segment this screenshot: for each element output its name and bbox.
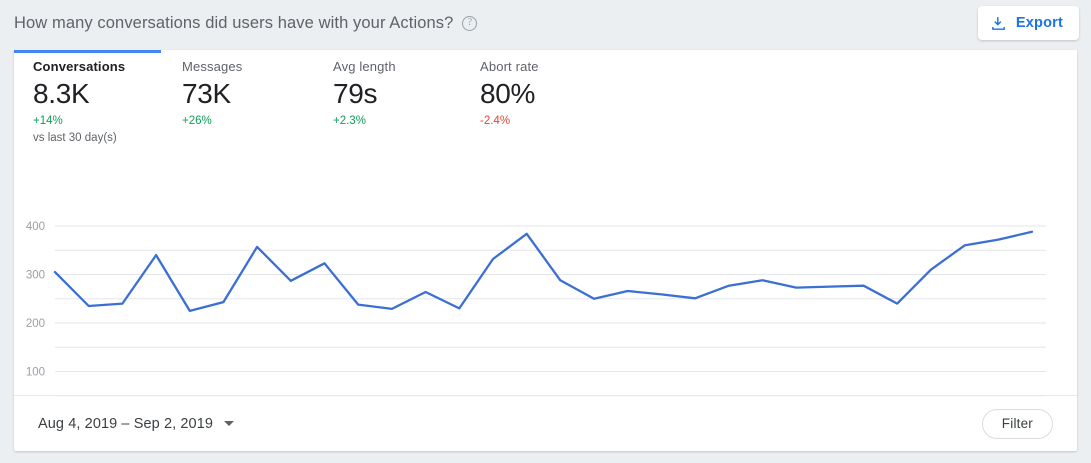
metric-value: 79s xyxy=(333,78,378,109)
y-axis-tick-label: 400 xyxy=(26,221,45,233)
export-label: Export xyxy=(1015,15,1063,31)
y-axis-tick-label: 100 xyxy=(26,367,45,379)
metric-label: Abort rate xyxy=(480,59,539,74)
tab-messages[interactable]: Messages 73K +26% xyxy=(182,59,242,127)
tab-avg-length[interactable]: Avg length 79s +2.3% xyxy=(333,59,396,127)
metric-label: Messages xyxy=(182,59,243,74)
metric-value: 8.3K xyxy=(33,78,90,109)
metric-delta: +14% xyxy=(33,115,63,128)
metric-label: Avg length xyxy=(333,59,396,74)
download-icon xyxy=(990,15,1007,32)
tab-conversations[interactable]: Conversations 8.3K +14% vs last 30 day(s… xyxy=(33,59,125,144)
metric-label: Conversations xyxy=(33,59,126,74)
card-footer: Aug 4, 2019 – Sep 2, 2019 Filter xyxy=(14,395,1077,451)
active-tab-indicator xyxy=(14,50,161,53)
metric-delta: +2.3% xyxy=(333,115,366,128)
metric-comparison-label: vs last 30 day(s) xyxy=(33,132,117,145)
page-title: How many conversations did users have wi… xyxy=(14,13,454,32)
filter-button[interactable]: Filter xyxy=(981,408,1053,439)
conversations-line-chart: 0100200300400Aug 5Aug 8Aug 11Aug 14Aug 1… xyxy=(14,160,1077,405)
chevron-down-icon xyxy=(224,421,235,426)
export-button[interactable]: Export xyxy=(977,6,1079,40)
metric-delta: +26% xyxy=(182,115,212,128)
y-axis-tick-label: 300 xyxy=(26,270,45,282)
metric-delta: -2.4% xyxy=(480,115,511,128)
y-axis-tick-label: 200 xyxy=(26,318,45,330)
tab-abort-rate[interactable]: Abort rate 80% -2.4% xyxy=(480,59,539,127)
metric-value: 80% xyxy=(480,78,536,109)
help-circle-icon[interactable]: ? xyxy=(462,15,478,31)
date-range-label: Aug 4, 2019 – Sep 2, 2019 xyxy=(38,415,214,432)
chart-canvas: 0100200300400Aug 5Aug 8Aug 11Aug 14Aug 1… xyxy=(26,221,1046,397)
metrics-card: Conversations 8.3K +14% vs last 30 day(s… xyxy=(14,50,1077,451)
date-range-selector[interactable]: Aug 4, 2019 – Sep 2, 2019 xyxy=(38,415,235,432)
conversations-series-line xyxy=(53,230,1034,313)
metric-tabs: Conversations 8.3K +14% vs last 30 day(s… xyxy=(14,59,1077,154)
page-header: How many conversations did users have wi… xyxy=(0,0,1091,46)
metric-value: 73K xyxy=(182,78,231,109)
